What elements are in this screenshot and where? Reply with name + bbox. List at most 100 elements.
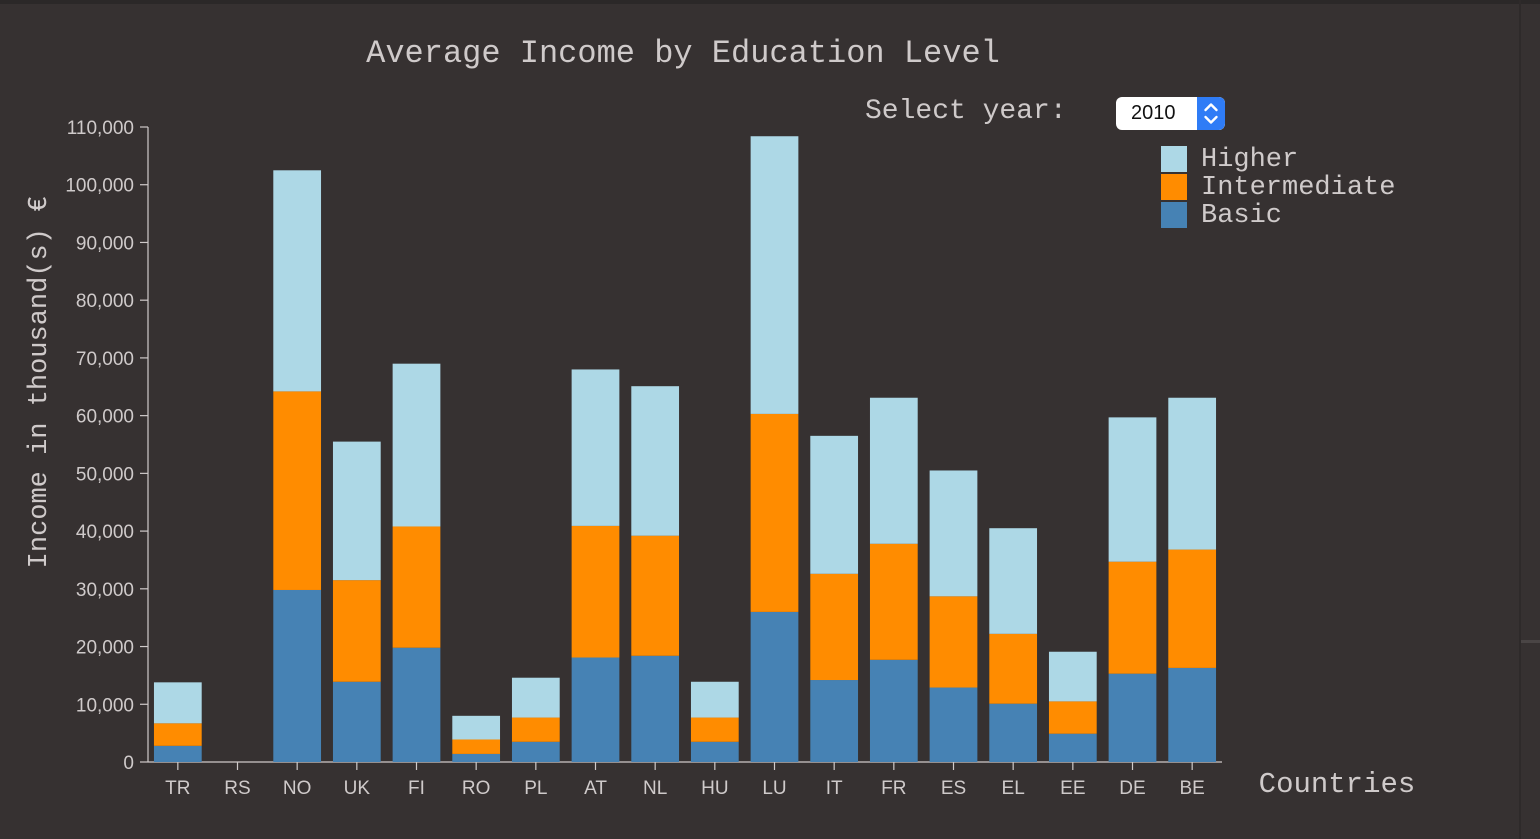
bar-basic-pl[interactable]: [511, 741, 560, 762]
bar-intermediate-uk[interactable]: [332, 580, 381, 682]
x-tick-label: LU: [762, 778, 786, 799]
x-tick-label: IT: [826, 778, 843, 799]
y-tick-label: 70,000: [76, 349, 134, 370]
year-stepper-icon[interactable]: [1197, 97, 1225, 130]
bar-higher-pl[interactable]: [511, 677, 560, 718]
bar-intermediate-be[interactable]: [1168, 549, 1217, 668]
bar-higher-tr[interactable]: [153, 682, 202, 724]
bar-intermediate-de[interactable]: [1108, 561, 1157, 674]
bar-basic-hu[interactable]: [690, 741, 739, 762]
bar-basic-fr[interactable]: [869, 659, 918, 762]
y-tick-label: 80,000: [76, 291, 134, 312]
bar-basic-nl[interactable]: [631, 655, 680, 762]
y-tick-label: 20,000: [76, 638, 134, 659]
year-select-value: 2010: [1131, 102, 1176, 124]
bar-basic-tr[interactable]: [153, 745, 202, 762]
y-tick-label: 0: [123, 753, 134, 774]
y-tick-label: 50,000: [76, 464, 134, 485]
legend-label-intermediate: Intermediate: [1201, 173, 1395, 203]
bar-intermediate-ee[interactable]: [1048, 701, 1097, 734]
panel-divider: [1519, 0, 1521, 839]
legend-label-basic: Basic: [1201, 201, 1282, 231]
bar-basic-no[interactable]: [273, 589, 322, 762]
y-tick-label: 90,000: [76, 233, 134, 254]
bar-intermediate-tr[interactable]: [153, 723, 202, 746]
x-axis-label: Countries: [1259, 768, 1416, 801]
bar-higher-fi[interactable]: [392, 363, 441, 527]
bar-intermediate-no[interactable]: [273, 391, 322, 590]
x-tick-label: HU: [701, 778, 728, 799]
x-tick-label: NO: [283, 778, 312, 799]
bar-intermediate-el[interactable]: [989, 633, 1038, 704]
x-tick-label: EL: [1002, 778, 1025, 799]
bar-higher-fr[interactable]: [869, 397, 918, 544]
bar-intermediate-at[interactable]: [571, 525, 620, 658]
year-select[interactable]: 2010: [1116, 97, 1225, 130]
y-tick-label: 10,000: [76, 695, 134, 716]
bar-basic-fi[interactable]: [392, 647, 441, 762]
bar-basic-lu[interactable]: [750, 611, 799, 762]
bar-intermediate-pl[interactable]: [511, 717, 560, 742]
bar-basic-be[interactable]: [1168, 667, 1217, 762]
legend-label-higher: Higher: [1201, 145, 1298, 175]
bar-basic-uk[interactable]: [332, 681, 381, 762]
bar-higher-at[interactable]: [571, 369, 620, 526]
bar-basic-it[interactable]: [810, 680, 859, 762]
bar-higher-de[interactable]: [1108, 417, 1157, 562]
x-tick-label: DE: [1119, 778, 1145, 799]
legend-swatch-higher: [1161, 146, 1187, 172]
bar-intermediate-lu[interactable]: [750, 413, 799, 612]
y-tick-label: 110,000: [67, 118, 134, 139]
bar-higher-el[interactable]: [989, 528, 1038, 634]
bar-higher-es[interactable]: [929, 470, 978, 597]
bar-basic-el[interactable]: [989, 703, 1038, 762]
bar-basic-at[interactable]: [571, 657, 620, 762]
bar-higher-hu[interactable]: [690, 681, 739, 718]
bar-basic-ee[interactable]: [1048, 733, 1097, 762]
bar-higher-nl[interactable]: [631, 386, 680, 536]
x-tick-label: EE: [1060, 778, 1085, 799]
x-tick-label: UK: [344, 778, 371, 799]
bar-intermediate-it[interactable]: [810, 573, 859, 681]
bar-higher-ee[interactable]: [1048, 651, 1097, 702]
x-tick-label: NL: [643, 778, 667, 799]
x-tick-label: ES: [941, 778, 966, 799]
bar-basic-de[interactable]: [1108, 673, 1157, 762]
bar-basic-ro[interactable]: [452, 753, 501, 762]
select-year-label: Select year:: [865, 96, 1067, 127]
bar-intermediate-es[interactable]: [929, 596, 978, 688]
x-tick-label: FI: [408, 778, 425, 799]
x-tick-label: BE: [1179, 778, 1204, 799]
x-tick-label: FR: [881, 778, 906, 799]
x-tick-label: RO: [462, 778, 491, 799]
y-axis: 0 10,000 20,000 30,000 40,000 50,000 60,000 70,…: [65, 118, 149, 774]
y-axis-label: Income in thousand(s) €: [25, 196, 55, 569]
x-tick-label: PL: [524, 778, 547, 799]
bar-higher-no[interactable]: [273, 170, 322, 392]
y-tick-label: 60,000: [76, 407, 134, 428]
bar-intermediate-nl[interactable]: [631, 535, 680, 656]
bar-intermediate-fr[interactable]: [869, 543, 918, 660]
bar-higher-ro[interactable]: [452, 715, 501, 740]
bars-group: [153, 136, 1217, 762]
y-tick-label: 40,000: [76, 522, 134, 543]
legend-swatch-intermediate: [1161, 174, 1187, 200]
panel-resize-handle[interactable]: [1521, 640, 1540, 643]
x-axis: TR RS NO UK FI RO PL AT NL HU LU IT FR ES EL EE DE BE: [148, 761, 1222, 799]
bar-intermediate-ro[interactable]: [452, 739, 501, 754]
bar-intermediate-hu[interactable]: [690, 717, 739, 742]
bar-higher-uk[interactable]: [332, 441, 381, 581]
bar-basic-es[interactable]: [929, 687, 978, 762]
bar-higher-it[interactable]: [810, 435, 859, 574]
x-tick-label: TR: [165, 778, 190, 799]
bar-higher-lu[interactable]: [750, 136, 799, 414]
legend-swatch-basic: [1161, 202, 1187, 228]
bar-higher-be[interactable]: [1168, 397, 1217, 550]
x-tick-label: AT: [584, 778, 607, 799]
bar-intermediate-fi[interactable]: [392, 526, 441, 648]
chart-title: Average Income by Education Level: [366, 35, 1000, 72]
x-tick-label: RS: [224, 778, 250, 799]
